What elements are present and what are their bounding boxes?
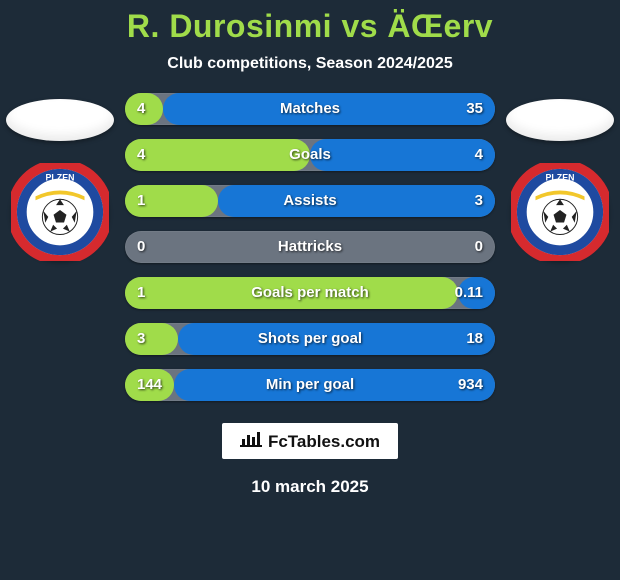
left-player-photo [6, 99, 114, 141]
stat-row: 435Matches [125, 93, 495, 125]
stats-bars: 435Matches 44Goals 13Assists 00Hattricks 10.… [120, 85, 500, 401]
main-area: PLZEN 435Matches 44Goals 13Assists 00Hattri… [0, 85, 620, 401]
stat-row: 44Goals [125, 139, 495, 171]
stat-row: 10.11Goals per match [125, 277, 495, 309]
left-player-column: PLZEN [0, 85, 120, 261]
subtitle: Club competitions, Season 2024/2025 [167, 55, 452, 73]
title: R. Durosinmi vs ÄŒerv [127, 8, 493, 45]
comparison-card: R. Durosinmi vs ÄŒerv Club competitions,… [0, 0, 620, 580]
stat-label: Assists [125, 185, 495, 217]
stat-row: 144934Min per goal [125, 369, 495, 401]
bar-chart-icon [240, 431, 262, 454]
footer-brand-text: FcTables.com [268, 432, 380, 452]
stat-row: 13Assists [125, 185, 495, 217]
left-club-logo: PLZEN [11, 163, 109, 261]
stat-row: 00Hattricks [125, 231, 495, 263]
stat-label: Min per goal [125, 369, 495, 401]
plzen-logo-icon: PLZEN [11, 163, 109, 261]
right-player-column: PLZEN [500, 85, 620, 261]
right-player-photo [506, 99, 614, 141]
stat-label: Matches [125, 93, 495, 125]
stat-label: Goals per match [125, 277, 495, 309]
footer-date: 10 march 2025 [251, 477, 368, 497]
footer-brand-wrap: FcTables.com [222, 423, 398, 459]
stat-row: 318Shots per goal [125, 323, 495, 355]
stat-label: Shots per goal [125, 323, 495, 355]
club-name-text: PLZEN [546, 173, 575, 183]
plzen-logo-icon: PLZEN [511, 163, 609, 261]
right-club-logo: PLZEN [511, 163, 609, 261]
stat-label: Goals [125, 139, 495, 171]
footer-brand-badge[interactable]: FcTables.com [222, 423, 398, 459]
club-name-text: PLZEN [46, 173, 75, 183]
stat-label: Hattricks [125, 231, 495, 263]
